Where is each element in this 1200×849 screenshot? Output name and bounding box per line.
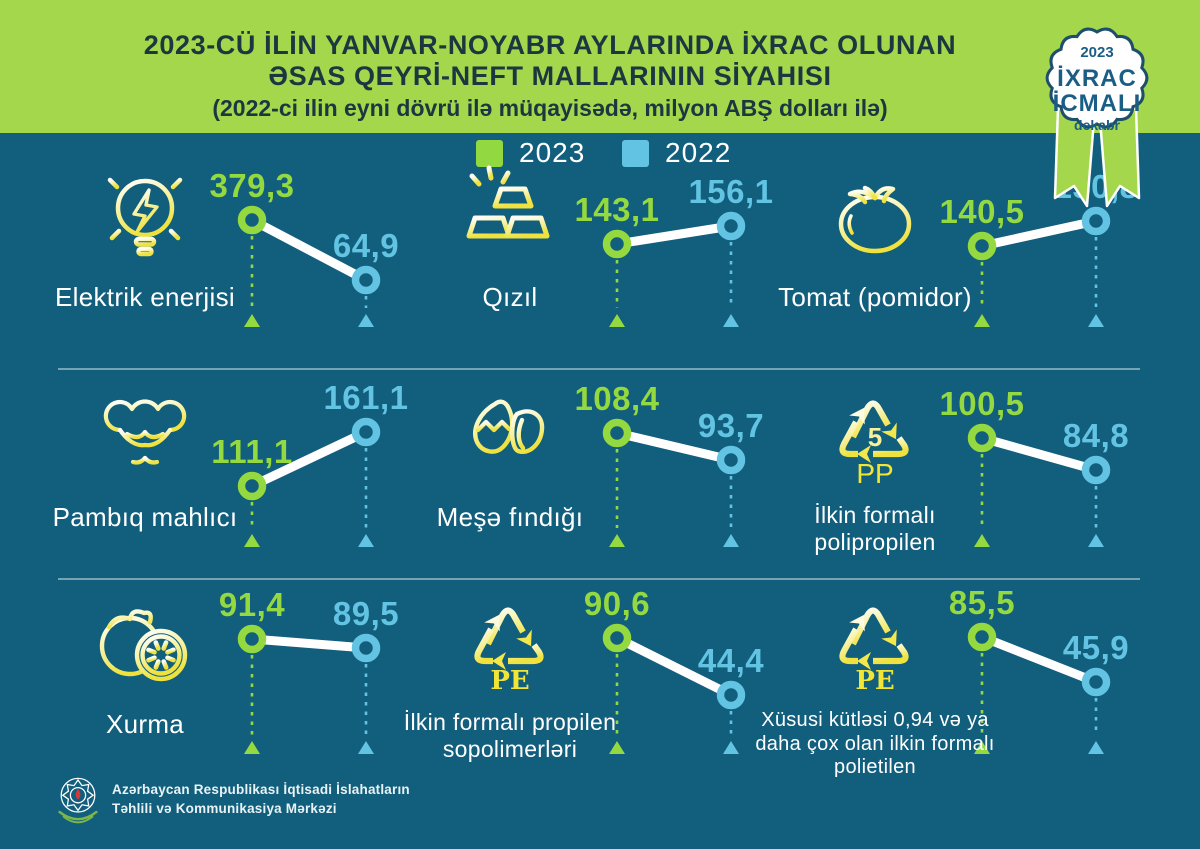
value-2023: 100,5 <box>939 385 1025 422</box>
export-item: PE İlkin formalı propilen sopolimerləri 90… <box>404 585 793 797</box>
marker-2022 <box>351 633 381 663</box>
page-title-line1: 2023-CÜ İLİN YANVAR-NOYABR AYLARINDA İXR… <box>143 30 957 60</box>
badge-month: dekabr <box>1074 117 1120 133</box>
marker-2023 <box>602 229 632 259</box>
marker-2022 <box>351 417 381 447</box>
footer-org-line2: Təhlili və Kommunikasiya Mərkəzi <box>112 800 337 816</box>
value-2022: 156,1 <box>688 173 774 210</box>
slope-chart <box>602 211 746 327</box>
value-2023: 111,1 <box>211 433 293 470</box>
gold-bars-icon <box>455 162 565 272</box>
svg-text:5: 5 <box>868 422 882 452</box>
slope-chart <box>602 418 746 547</box>
slope-chart <box>237 205 381 327</box>
legend-label-2023: 2023 <box>519 137 586 168</box>
item-name: Elektrik enerjisi <box>55 282 235 312</box>
recycle-pe-icon: PE <box>455 589 565 699</box>
value-2023: 379,3 <box>209 167 295 204</box>
legend-swatch-2023 <box>476 139 503 167</box>
badge-title-line1: İXRAC <box>1057 65 1137 92</box>
value-2023: 85,5 <box>948 584 1016 621</box>
export-item: Meşə fındığı 108,4 93,7 <box>425 378 793 590</box>
legend-item-2023: 2023 <box>476 137 586 168</box>
slope-chart <box>967 206 1111 327</box>
row-divider-1 <box>58 368 1140 370</box>
marker-2023 <box>602 418 632 448</box>
item-name: İlkin formalı polipropilen <box>814 502 936 556</box>
footer: Azərbaycan Respublikası İqtisadi İslahat… <box>54 773 654 833</box>
slope-chart <box>602 623 746 754</box>
item-name: Qızıl <box>482 282 538 312</box>
cotton-icon <box>90 382 200 492</box>
header-banner: 2023-CÜ İLİN YANVAR-NOYABR AYLARINDA İXR… <box>0 0 1200 133</box>
hazelnut-icon <box>455 382 565 492</box>
item-name: Meşə fındığı <box>436 502 584 532</box>
export-item: PE Xüsusi kütləsi 0,94 və ya daha çox ola… <box>755 584 1158 797</box>
svg-text:PE: PE <box>855 666 894 696</box>
value-2022: 45,9 <box>1062 629 1130 666</box>
item-name: Pambıq mahlıcı <box>52 502 238 532</box>
page-subtitle: (2022-ci ilin eyni dövrü ilə müqayisədə,… <box>212 95 888 121</box>
value-2022: 93,7 <box>697 407 765 444</box>
marker-2023 <box>237 471 267 501</box>
recycle-pp-icon: 5 PP <box>820 382 930 492</box>
export-item: Pambıq mahlıcı 111,1 161,1 <box>53 378 428 590</box>
row-divider-2 <box>58 578 1140 580</box>
marker-2022 <box>1081 667 1111 697</box>
badge-year: 2023 <box>1080 44 1113 61</box>
value-2023: 91,4 <box>218 586 286 623</box>
lightbulb-icon <box>90 162 200 272</box>
svg-text:PE: PE <box>490 666 529 696</box>
value-2022: 44,4 <box>697 642 765 679</box>
export-item: Qızıl 143,1 156,1 <box>425 158 793 370</box>
footer-org-line1: Azərbaycan Respublikası İqtisadi İslahat… <box>112 782 410 797</box>
value-2022: 84,8 <box>1062 417 1130 454</box>
ixrac-icmali-badge: 2023 İXRAC İCMALI dekabr <box>1030 8 1170 248</box>
legend-item-2022: 2022 <box>622 137 732 168</box>
page-title-line2: ƏSAS QEYRİ-NEFT MALLARININ SİYAHISI <box>268 61 832 91</box>
export-item: Xurma 91,4 89,5 <box>60 585 428 797</box>
value-2023: 143,1 <box>574 191 660 228</box>
legend-label-2022: 2022 <box>665 137 732 168</box>
value-2023: 108,4 <box>574 380 660 417</box>
slope-chart <box>237 417 381 547</box>
marker-2023 <box>967 622 997 652</box>
recycle-pe-icon: PE <box>820 589 930 699</box>
value-2023: 90,6 <box>583 585 651 622</box>
item-name: İlkin formalı propilen sopolimerləri <box>403 709 617 763</box>
marker-2023 <box>967 231 997 261</box>
item-name: Tomat (pomidor) <box>778 282 972 312</box>
value-2022: 64,9 <box>332 227 400 264</box>
marker-2022 <box>1081 206 1111 236</box>
marker-2022 <box>716 445 746 475</box>
marker-2022 <box>716 211 746 241</box>
value-2023: 140,5 <box>939 193 1025 230</box>
legend: 2023 2022 <box>0 137 1200 172</box>
value-2022: 89,5 <box>332 595 400 632</box>
marker-2023 <box>967 423 997 453</box>
slope-chart <box>967 423 1111 547</box>
export-item: Elektrik enerjisi 379,3 64,9 <box>55 158 428 370</box>
item-name: Xurma <box>105 709 185 739</box>
item-name: Xüsusi kütləsi 0,94 və ya daha çox olan … <box>755 709 995 779</box>
marker-2022 <box>351 265 381 295</box>
marker-2023 <box>237 624 267 654</box>
persimmon-icon <box>90 589 200 699</box>
slope-chart <box>967 622 1111 754</box>
svg-text:PP: PP <box>856 458 893 489</box>
marker-2022 <box>1081 455 1111 485</box>
marker-2023 <box>237 205 267 235</box>
slope-chart <box>237 624 381 754</box>
marker-2022 <box>716 680 746 710</box>
badge-title-line2: İCMALI <box>1053 90 1142 117</box>
badge-scallop-circle <box>1045 27 1149 129</box>
azerbaijan-emblem-icon <box>58 777 98 824</box>
tomato-icon <box>820 162 930 272</box>
marker-2023 <box>602 623 632 653</box>
legend-swatch-2022 <box>622 139 649 167</box>
export-item: 5 PP İlkin formalı polipropilen 100,5 84,8 <box>790 378 1158 590</box>
value-2022: 161,1 <box>323 379 409 416</box>
